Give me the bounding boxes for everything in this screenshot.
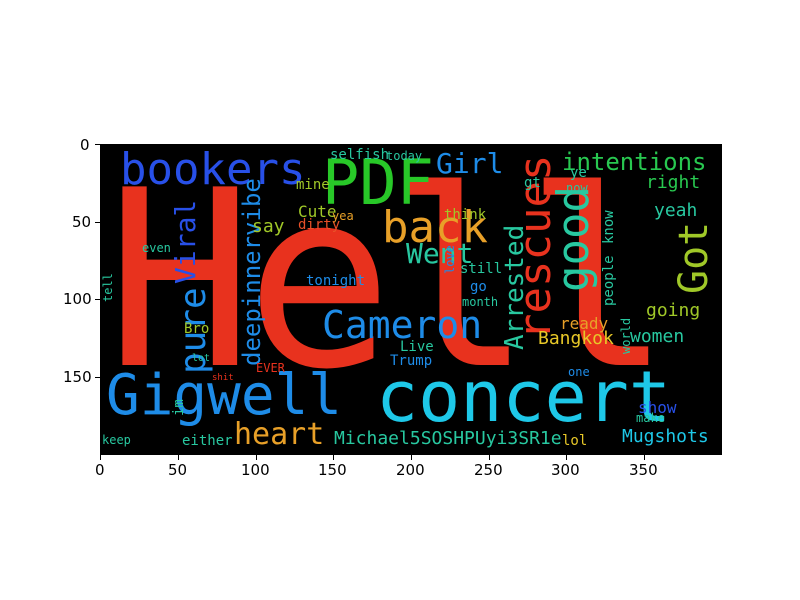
x-tick-label: 250 [474,461,503,479]
word-yea: yea [332,209,354,223]
word-either: either [182,433,233,449]
word-mugshots: Mugshots [622,426,709,447]
word-lol: lol [562,433,588,449]
word-hell: Hell [106,144,672,423]
y-tick-label: 0 [80,136,90,154]
x-tick-mark [333,455,334,460]
word-today: today [386,149,423,163]
word-heart: heart [234,417,325,452]
x-tick-label: 0 [95,461,105,479]
x-tick-label: 50 [168,461,188,479]
word-girl: Girl [436,147,504,180]
word-say: say [252,216,285,237]
word-gigwell: Gigwell [106,363,343,428]
word-month: month [462,295,499,309]
word-cloud-image: Hell bookers PDF back Cameron Gigwell co… [100,144,722,455]
y-tick-label: 50 [72,213,92,231]
y-tick-label: 100 [63,290,92,308]
word-pdf: PDF [322,146,434,219]
word-michael: Michael5SOSHPUyi3SR1e [334,428,562,449]
x-tick-mark [489,455,490,460]
word-right: right [646,172,701,193]
word-ever: EVER [256,361,285,375]
word-deepinnervibe: deepinnervibe [238,178,266,366]
word-bookers: bookers [120,144,306,195]
x-tick-label: 100 [241,461,270,479]
word-now: now [566,181,588,195]
word-concert: concert [376,356,672,438]
word-im: im [171,399,187,416]
word-cute: Cute [298,202,337,221]
word-tonight: tonight [306,273,366,289]
word-make: make [636,411,665,425]
x-tick-mark [644,455,645,460]
word-got: Got [671,221,717,294]
word-selfish: selfish [330,147,390,163]
word-bro: Bro [184,321,210,337]
word-gt: gt [524,175,541,191]
word-live: Live [400,339,434,355]
word-shit: shit [212,373,234,383]
word-yeah: yeah [654,200,698,221]
x-tick-label: 200 [396,461,425,479]
word-think: think [444,207,487,223]
word-women: women [630,326,685,347]
x-tick-label: 350 [629,461,658,479]
x-tick-mark [178,455,179,460]
x-tick-label: 150 [318,461,347,479]
word-still: still [460,261,503,277]
x-tick-mark [566,455,567,460]
word-bangkok: Bangkok [538,328,614,349]
word-viral: Viral [169,199,202,284]
y-tick-mark [95,222,100,223]
word-mine: mine [296,177,330,193]
x-tick-label: 300 [551,461,580,479]
word-went: Went [406,237,474,270]
x-tick-mark [100,455,101,460]
word-trump: Trump [390,353,433,369]
word-know: know [601,210,617,244]
y-tick-mark [95,299,100,300]
word-go: go [470,279,487,295]
word-ye: ye [570,165,587,181]
word-cameron: Cameron [322,303,483,347]
y-tick-mark [95,377,100,378]
word-even: even [142,241,171,255]
word-love: love [443,245,457,274]
word-arrested: Arrested [500,224,530,350]
word-keep: keep [102,433,131,447]
word-people: people [601,255,617,306]
word-good: good [548,186,599,292]
word-intentions: intentions [562,148,707,176]
word-tell: tell [101,273,115,302]
word-ready: ready [560,314,609,333]
word-show: show [638,398,677,417]
word-lot: lot [192,353,211,364]
x-tick-mark [256,455,257,460]
y-tick-label: 150 [63,368,92,386]
word-one: one [568,365,590,379]
x-tick-mark [411,455,412,460]
word-going: going [646,300,701,321]
y-tick-mark [95,144,100,145]
word-dirty: dirty [298,217,341,233]
word-back: back [382,202,488,253]
